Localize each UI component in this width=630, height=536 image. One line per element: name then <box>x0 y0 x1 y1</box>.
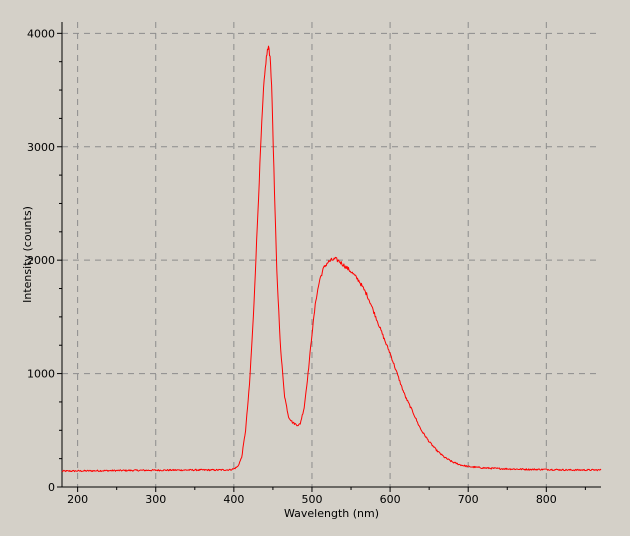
x-tick-label: 600 <box>380 493 401 506</box>
x-axis-label: Wavelength (nm) <box>284 507 379 520</box>
y-tick-label: 2000 <box>27 254 55 267</box>
series-line <box>61 45 602 473</box>
x-tick-label: 500 <box>301 493 322 506</box>
y-tick-label: 1000 <box>27 368 55 381</box>
x-tick-label: 700 <box>458 493 479 506</box>
y-axis-label: Intensity (counts) <box>21 206 34 303</box>
x-tick-label: 300 <box>145 493 166 506</box>
y-tick-label: 4000 <box>27 27 55 40</box>
x-tick-label: 800 <box>536 493 557 506</box>
y-tick-label: 3000 <box>27 141 55 154</box>
x-tick-label: 400 <box>223 493 244 506</box>
y-tick-label: 0 <box>48 481 55 494</box>
x-tick-label: 200 <box>67 493 88 506</box>
